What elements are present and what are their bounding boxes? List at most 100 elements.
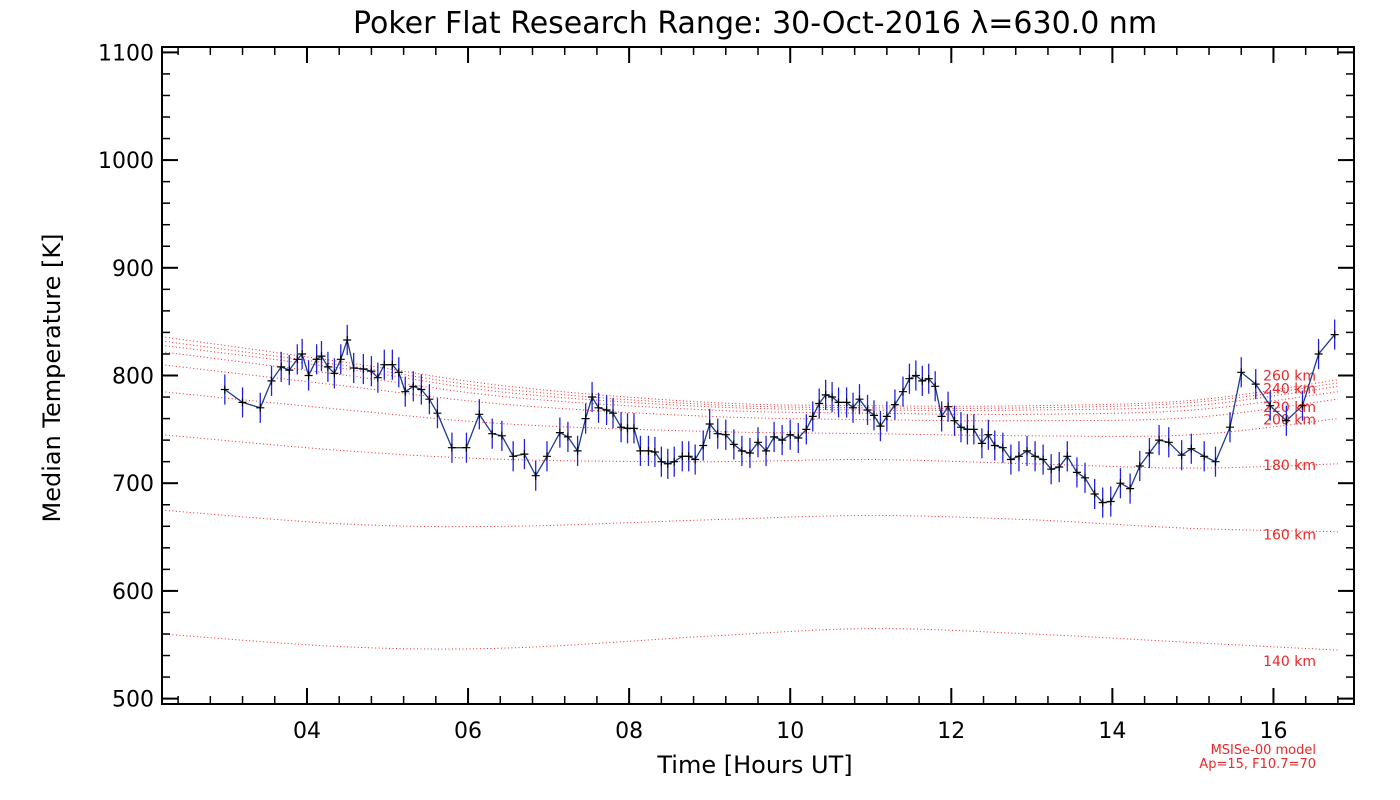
- data-point: [1200, 452, 1209, 461]
- data-point: [520, 450, 529, 459]
- model-curve: [161, 434, 1338, 469]
- data-point: [1098, 498, 1107, 507]
- axes: 04 06 08 10 12 14 16 500 600 700 800 900 1000 1100: [98, 41, 1355, 744]
- data-point: [1072, 468, 1081, 477]
- data-point: [644, 446, 653, 455]
- data-point: [1164, 438, 1173, 447]
- data-point: [630, 424, 638, 433]
- data-point: [890, 400, 899, 409]
- data-point: [684, 452, 693, 461]
- data-point: [882, 412, 891, 421]
- data-point: [293, 355, 302, 364]
- data-point: [842, 398, 851, 407]
- data-point: [899, 387, 907, 396]
- data-point: [998, 443, 1007, 452]
- x-axis-label: Time [Hours UT]: [656, 751, 852, 779]
- data-point: [304, 371, 313, 380]
- data-point: [834, 398, 843, 407]
- data-point: [721, 430, 730, 439]
- data-point: [277, 362, 286, 371]
- data-point: [394, 368, 403, 377]
- series-line: [224, 334, 1336, 504]
- data-point: [380, 360, 389, 369]
- data-point: [729, 440, 738, 449]
- data-point: [870, 411, 878, 420]
- data-point: [1031, 452, 1040, 461]
- data-point: [828, 393, 837, 401]
- data-point: [918, 376, 927, 385]
- data-point: [754, 438, 762, 447]
- data-point: [317, 352, 326, 361]
- data-point: [433, 409, 442, 418]
- data-point: [931, 382, 940, 391]
- altitude-label: 220 km: [1263, 400, 1316, 416]
- data-point: [911, 371, 920, 380]
- plot-frame: [161, 46, 1355, 705]
- data-point: [462, 443, 471, 452]
- data-point: [713, 429, 722, 438]
- data-point: [770, 432, 779, 441]
- data-point: [1047, 465, 1056, 474]
- data-point: [509, 452, 518, 461]
- data-point: [808, 412, 817, 421]
- data-point: [573, 446, 582, 455]
- data-point: [815, 399, 824, 408]
- y-tick-label: 1000: [98, 149, 154, 174]
- data-point: [990, 441, 999, 450]
- data-point: [349, 364, 358, 372]
- data-point: [388, 360, 397, 369]
- data-point: [1015, 452, 1023, 461]
- data-point: [531, 471, 540, 480]
- altitude-label: 140 km: [1263, 654, 1316, 670]
- data-point: [609, 409, 617, 418]
- y-tick-label: 800: [112, 365, 154, 390]
- data-point: [802, 425, 811, 434]
- data-point: [849, 403, 857, 412]
- data-point: [745, 449, 754, 457]
- data-point: [488, 429, 497, 438]
- y-axis-label: Median Temperature [K]: [38, 233, 66, 522]
- data-point: [950, 416, 959, 425]
- data-point: [401, 387, 410, 396]
- chart-title: Poker Flat Research Range: 30-Oct-2016 λ…: [353, 6, 1157, 41]
- model-curve: [161, 336, 1338, 407]
- data-point: [984, 430, 993, 439]
- data-point: [447, 443, 456, 452]
- data-point: [1063, 452, 1072, 461]
- y-tick-label: 1100: [98, 41, 154, 66]
- data-point: [778, 436, 787, 445]
- data-point: [1116, 479, 1125, 488]
- y-tick-label: 900: [112, 257, 154, 282]
- data-point: [1187, 444, 1196, 453]
- data-point: [417, 385, 426, 394]
- data-point: [977, 439, 986, 448]
- y-tick-label: 500: [112, 688, 154, 713]
- data-point: [1282, 416, 1291, 425]
- x-tick-label: 08: [615, 719, 643, 744]
- model-curve: [161, 340, 1338, 409]
- data-point: [330, 369, 339, 378]
- data-point: [285, 366, 294, 375]
- data-point: [944, 402, 953, 411]
- data-point: [1145, 449, 1154, 457]
- data-point: [1266, 401, 1275, 410]
- data-point: [699, 441, 708, 450]
- data-point: [1237, 368, 1246, 377]
- data-point: [1039, 455, 1048, 464]
- data-point: [602, 406, 611, 414]
- data-point: [497, 431, 506, 440]
- data-point: [267, 376, 276, 385]
- x-tick-label: 14: [1098, 719, 1126, 744]
- data-point: [657, 457, 666, 466]
- data-point: [588, 393, 597, 401]
- data-point: [543, 452, 551, 461]
- data-series: [220, 319, 1339, 518]
- data-point: [794, 434, 803, 442]
- data-point: [762, 446, 771, 455]
- model-curve: [161, 351, 1338, 415]
- data-point: [617, 423, 626, 432]
- model-curve: [161, 628, 1338, 651]
- data-point: [312, 355, 321, 364]
